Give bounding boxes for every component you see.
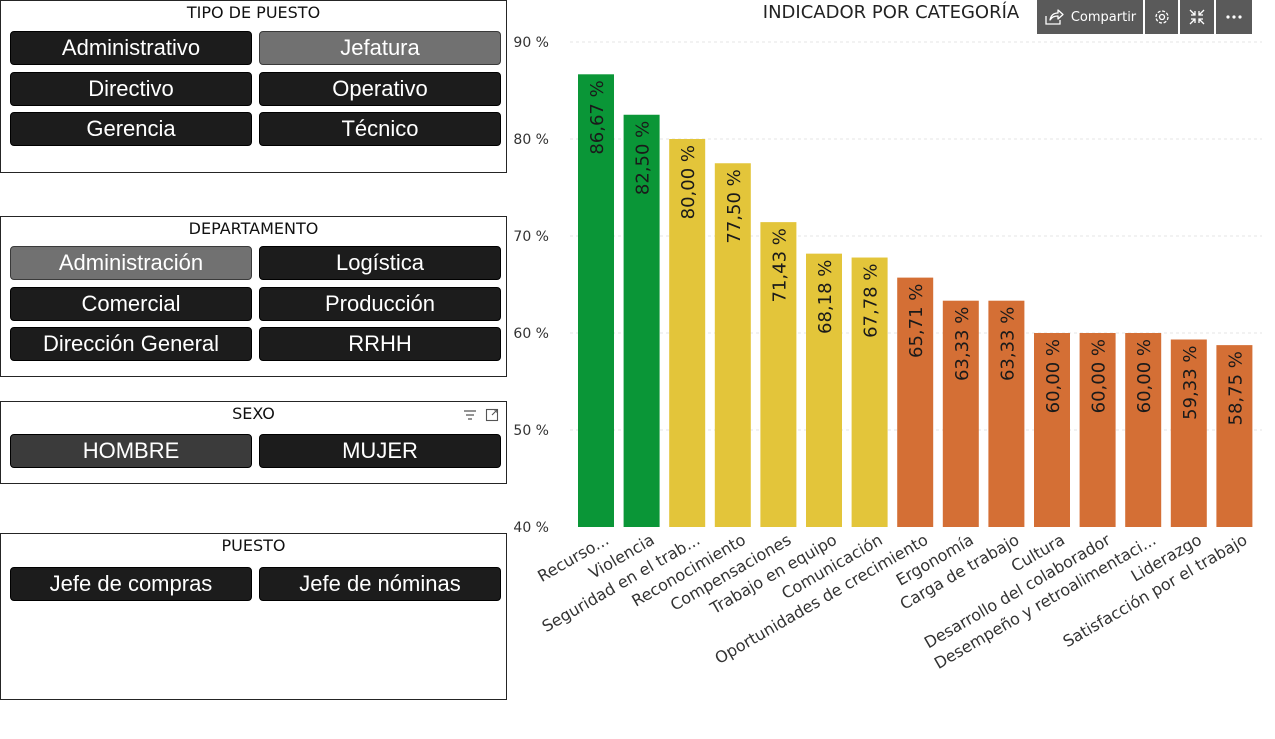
data-label: 86,67 % xyxy=(587,80,608,154)
data-label: 82,50 % xyxy=(633,121,654,195)
slicer-option-comercial[interactable]: Comercial xyxy=(10,287,252,321)
bar[interactable] xyxy=(1034,333,1070,527)
slicer-title: TIPO DE PUESTO xyxy=(186,3,321,22)
data-label: 67,78 % xyxy=(861,264,882,338)
chart-title: INDICADOR POR CATEGORÍA xyxy=(762,2,1020,23)
y-tick-label: 90 % xyxy=(513,35,549,51)
slicer-title: SEXO xyxy=(232,404,275,423)
bar[interactable] xyxy=(1079,333,1116,527)
slicer-option-gerencia[interactable]: Gerencia xyxy=(10,112,252,146)
collapse-button[interactable] xyxy=(1180,0,1214,34)
bar[interactable] xyxy=(942,300,979,527)
more-options-button[interactable] xyxy=(1216,0,1252,34)
slicer-header-icons xyxy=(463,408,499,422)
slicer-option-administrativo[interactable]: Administrativo xyxy=(10,31,252,65)
data-label: 60,00 % xyxy=(1043,339,1064,413)
data-label: 63,33 % xyxy=(952,307,973,381)
y-tick-label: 80 % xyxy=(513,132,549,148)
data-label: 60,00 % xyxy=(1134,339,1155,413)
slicer-option-produccion[interactable]: Producción xyxy=(259,287,501,321)
share-button[interactable]: Compartir xyxy=(1037,0,1143,34)
slicer-option-rrhh[interactable]: RRHH xyxy=(259,327,501,361)
slicer-departamento: DEPARTAMENTO Administración Logística Co… xyxy=(0,216,507,377)
slicer-option-jefe-de-nominas[interactable]: Jefe de nóminas xyxy=(259,567,501,601)
data-label: 77,50 % xyxy=(724,169,745,243)
bar[interactable] xyxy=(669,139,706,527)
bar[interactable] xyxy=(623,114,660,527)
bar[interactable] xyxy=(1170,339,1207,527)
slicer-option-direccion-general[interactable]: Dirección General xyxy=(10,327,252,361)
settings-icon xyxy=(1154,10,1169,24)
bar[interactable] xyxy=(578,74,614,528)
data-label: 63,33 % xyxy=(997,307,1018,381)
data-label: 65,71 % xyxy=(906,284,927,358)
data-label: 60,00 % xyxy=(1089,339,1110,413)
settings-button[interactable] xyxy=(1145,0,1178,34)
slicer-option-logistica[interactable]: Logística xyxy=(259,246,501,280)
slicer-option-operativo[interactable]: Operativo xyxy=(259,72,501,106)
share-button-label: Compartir xyxy=(1070,9,1137,25)
y-tick-label: 40 % xyxy=(513,520,549,536)
visual-toolbar: Compartir xyxy=(1037,0,1254,34)
slicer-title: PUESTO xyxy=(221,536,286,555)
data-label: 59,33 % xyxy=(1180,345,1201,419)
data-label: 80,00 % xyxy=(678,145,699,219)
slicer-option-tecnico[interactable]: Técnico xyxy=(259,112,501,146)
slicer-option-hombre[interactable]: HOMBRE xyxy=(10,434,252,468)
y-tick-label: 50 % xyxy=(513,423,549,439)
slicer-option-administracion[interactable]: Administración xyxy=(10,246,252,280)
slicer-option-mujer[interactable]: MUJER xyxy=(259,434,501,468)
bar[interactable] xyxy=(714,163,751,527)
filter-icon[interactable] xyxy=(463,408,477,422)
bar[interactable] xyxy=(806,253,842,528)
bar[interactable] xyxy=(760,222,797,527)
bar[interactable] xyxy=(897,277,934,527)
bar[interactable] xyxy=(851,257,888,527)
slicer-sexo: SEXO HOMBRE MUJER xyxy=(0,401,507,484)
slicer-option-directivo[interactable]: Directivo xyxy=(10,72,252,106)
data-label: 68,18 % xyxy=(815,260,836,334)
bar[interactable] xyxy=(988,300,1025,527)
collapse-icon xyxy=(1189,9,1205,25)
more-options-icon xyxy=(1226,15,1242,19)
y-tick-label: 70 % xyxy=(513,229,549,245)
y-tick-label: 60 % xyxy=(513,326,549,342)
slicer-puesto: PUESTO Jefe de compras Jefe de nóminas xyxy=(0,533,507,700)
slicer-option-jefatura[interactable]: Jefatura xyxy=(259,31,501,65)
share-icon xyxy=(1045,9,1064,25)
slicer-title: DEPARTAMENTO xyxy=(188,219,319,238)
data-label: 71,43 % xyxy=(769,228,790,302)
slicer-option-jefe-de-compras[interactable]: Jefe de compras xyxy=(10,567,252,601)
data-label: 58,75 % xyxy=(1225,351,1246,425)
bar[interactable] xyxy=(1125,333,1162,527)
slicer-tipo-de-puesto: TIPO DE PUESTO Administrativo Jefatura D… xyxy=(0,0,507,173)
focus-mode-icon[interactable] xyxy=(485,408,499,422)
bar[interactable] xyxy=(1216,345,1253,527)
